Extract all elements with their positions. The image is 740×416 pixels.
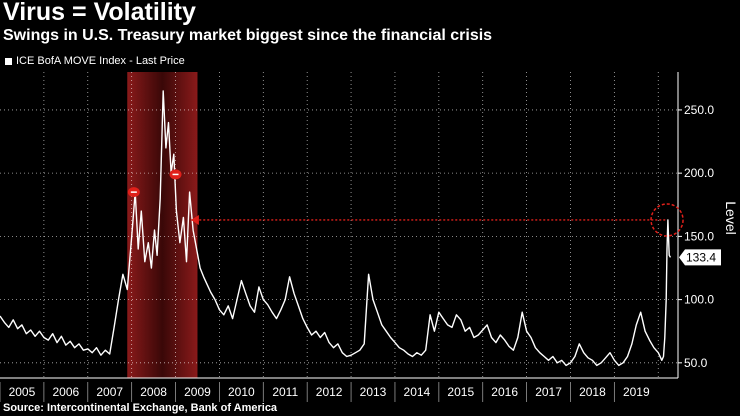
x-tick-label: 2008 [140, 385, 167, 399]
x-tick-label: 2006 [52, 385, 79, 399]
y-tick-label: 250.0 [684, 103, 714, 117]
series-line [0, 90, 672, 367]
x-tick-label: 2018 [579, 385, 606, 399]
x-tick-label: 2015 [447, 385, 474, 399]
x-tick-label: 2005 [9, 385, 36, 399]
x-tick-label: 2010 [228, 385, 255, 399]
last-value-label: 133.4 [686, 250, 716, 264]
x-tick-label: 2017 [535, 385, 562, 399]
x-tick-label: 2011 [272, 385, 298, 399]
y-tick-label: 200.0 [684, 166, 714, 180]
x-tick-label: 2012 [316, 385, 343, 399]
x-tick-label: 2014 [404, 385, 431, 399]
x-tick-label: 2016 [491, 385, 518, 399]
last-value-tag [679, 249, 721, 266]
source-note: Source: Intercontinental Exchange, Bank … [3, 402, 278, 414]
legend: ICE BofA MOVE Index - Last Price [5, 55, 185, 67]
chart-subtitle: Swings in U.S. Treasury market biggest s… [3, 27, 493, 44]
y-tick-label: 50.0 [684, 356, 708, 370]
legend-label: ICE BofA MOVE Index - Last Price [16, 55, 185, 67]
chart-title: Virus = Volatility [3, 0, 196, 26]
x-tick-label: 2009 [184, 385, 211, 399]
x-tick-label: 2007 [96, 385, 123, 399]
x-tick-label: 2013 [360, 385, 387, 399]
x-tick-label: 2019 [623, 385, 650, 399]
y-tick-label: 150.0 [684, 229, 714, 243]
highlight-circle [650, 203, 684, 237]
arrow-head [190, 214, 199, 225]
legend-swatch [5, 57, 12, 65]
y-axis-label: Level [723, 201, 739, 234]
y-tick-label: 100.0 [684, 293, 714, 307]
